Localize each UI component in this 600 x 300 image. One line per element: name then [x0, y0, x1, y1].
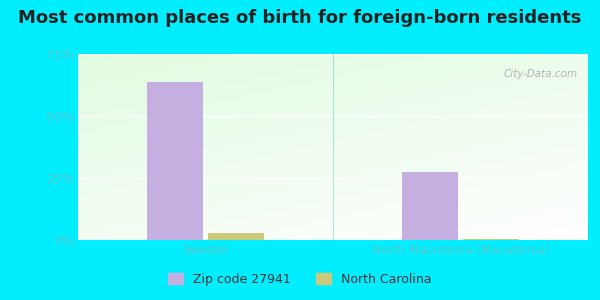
Bar: [463, 239, 520, 240]
Text: City-Data.com: City-Data.com: [503, 69, 578, 79]
Bar: [401, 172, 458, 240]
Legend: Zip code 27941, North Carolina: Zip code 27941, North Carolina: [163, 268, 437, 291]
Bar: [146, 82, 203, 240]
Text: Most common places of birth for foreign-born residents: Most common places of birth for foreign-…: [19, 9, 581, 27]
Bar: [208, 232, 265, 240]
